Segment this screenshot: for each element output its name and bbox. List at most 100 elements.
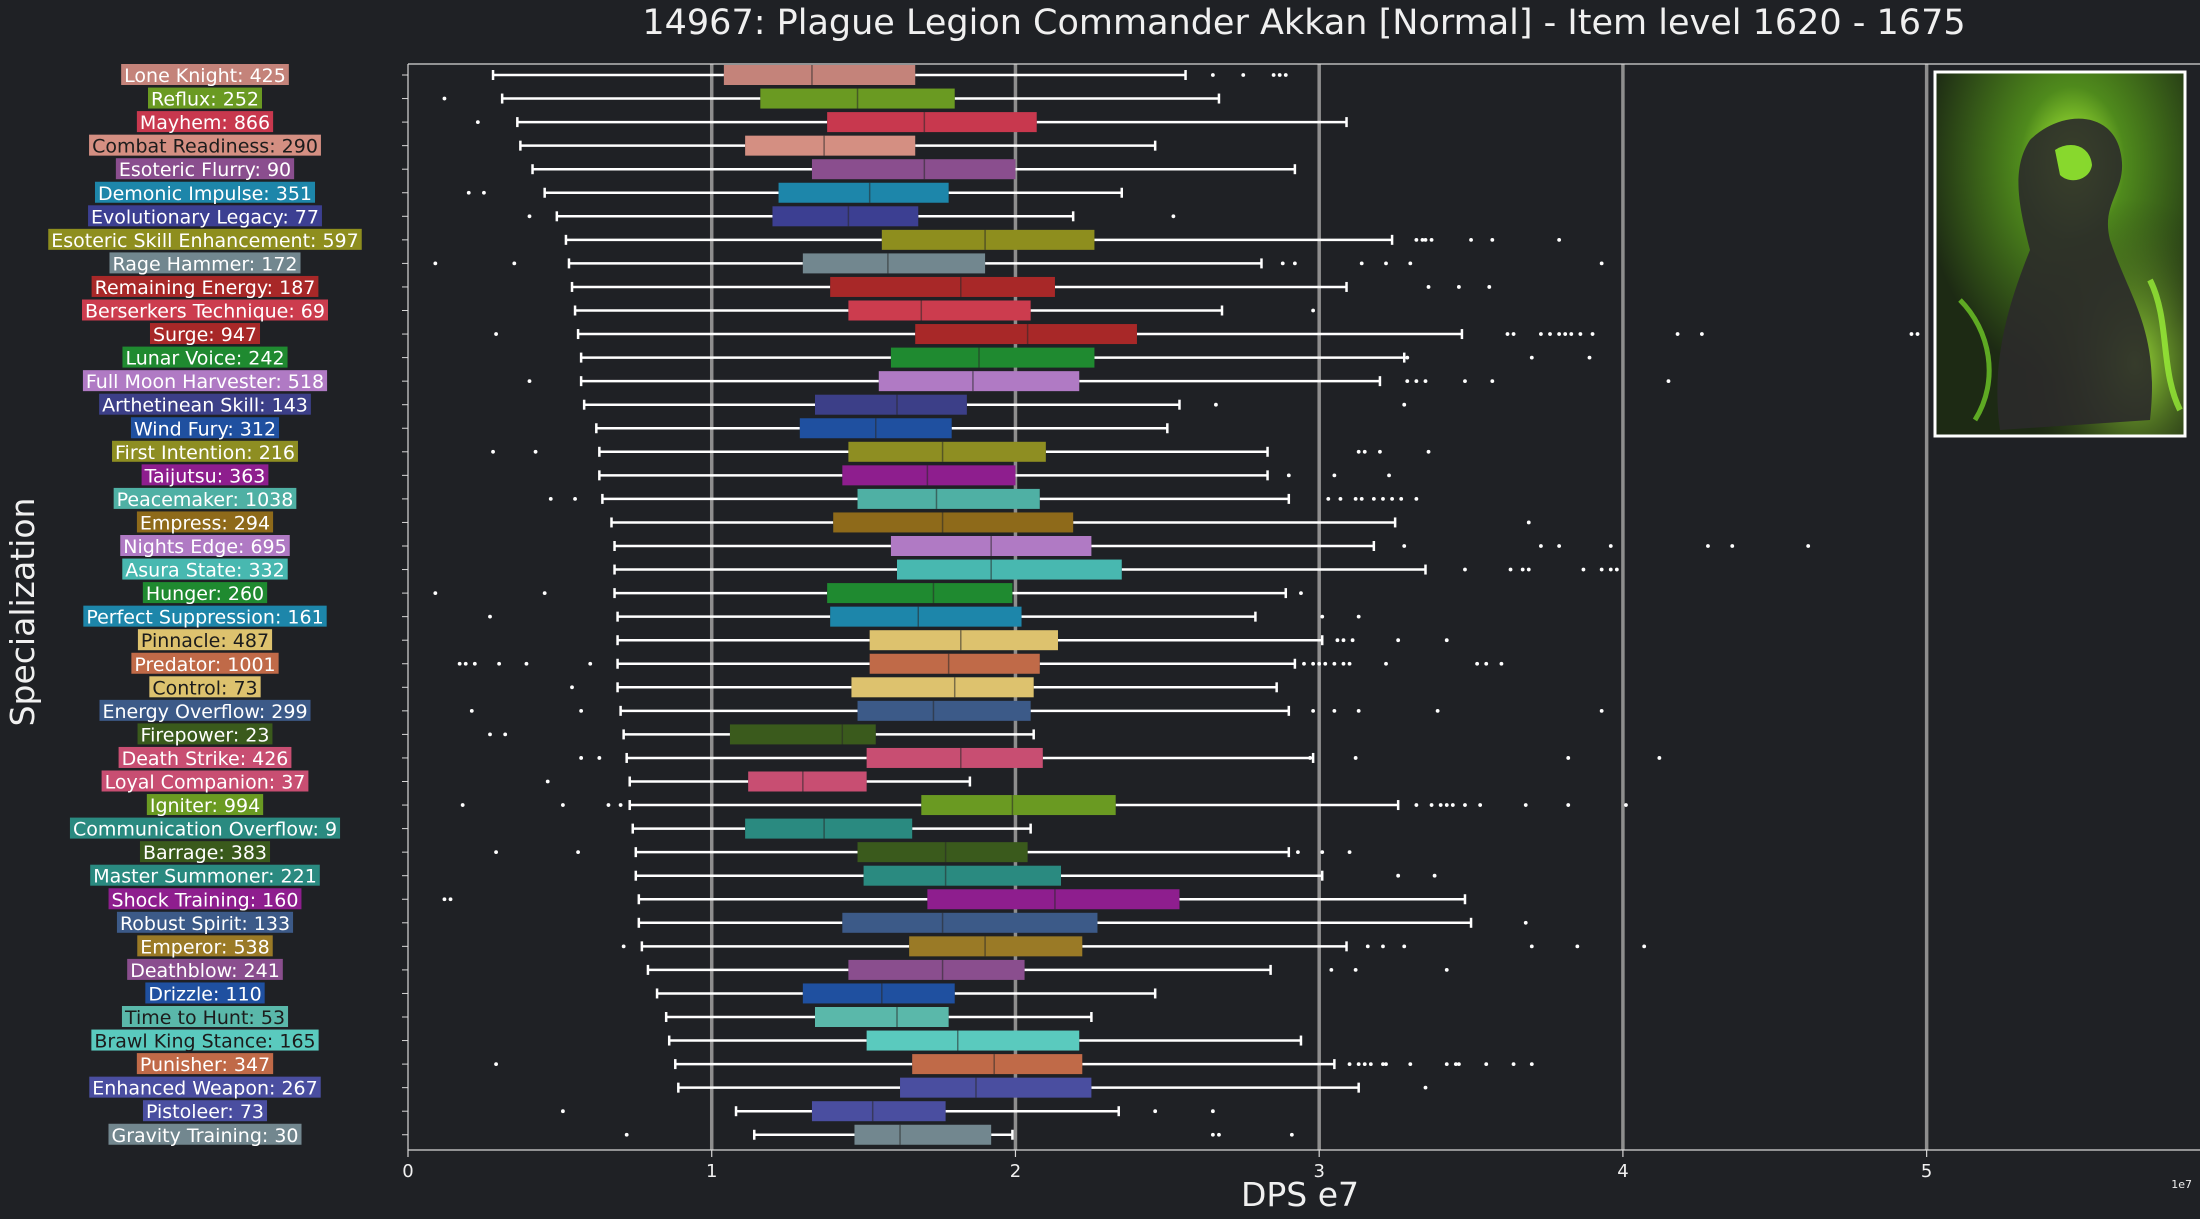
iqr-box xyxy=(921,795,1116,816)
label-text: Energy Overflow: 299 xyxy=(102,701,307,723)
category-label-43: Enhanced Weapon: 267 xyxy=(89,1076,321,1100)
outlier-point xyxy=(1384,661,1388,666)
outlier-point xyxy=(1338,497,1343,501)
box-0 xyxy=(402,65,1288,85)
label-text: Firepower: 23 xyxy=(141,724,270,746)
box-1 xyxy=(402,88,1221,109)
label-text: Emperor: 538 xyxy=(140,936,269,958)
label-background xyxy=(130,417,280,439)
iqr-box xyxy=(909,936,1083,957)
outlier-point xyxy=(545,779,550,784)
box-18 xyxy=(402,488,1419,509)
outlier-point xyxy=(1387,473,1391,478)
label-background xyxy=(89,1076,321,1098)
label-background xyxy=(116,911,294,933)
outlier-point xyxy=(1566,756,1571,760)
outlier-point xyxy=(1444,638,1449,643)
outlier-point xyxy=(1526,520,1531,525)
category-label-17: Taijutsu: 363 xyxy=(141,464,269,487)
label-text: Loyal Companion: 37 xyxy=(105,772,306,794)
outlier-point xyxy=(1526,567,1531,572)
category-label-21: Asura State: 332 xyxy=(122,558,288,582)
y-axis-label: Specialization xyxy=(3,498,42,727)
iqr-box xyxy=(830,606,1022,627)
outlier-point xyxy=(466,190,471,195)
outlier-point xyxy=(1241,73,1246,77)
outlier-point xyxy=(1356,614,1361,619)
box-23 xyxy=(402,606,1361,627)
outlier-point xyxy=(1624,803,1628,807)
outlier-point xyxy=(1359,261,1364,266)
iqr-box xyxy=(857,488,1040,509)
label-text: Barrage: 383 xyxy=(143,842,267,864)
outlier-point xyxy=(1414,497,1419,501)
label-text: Communication Overflow: 9 xyxy=(73,819,337,841)
x-tick-label-1: 1 xyxy=(706,1161,717,1182)
iqr-box xyxy=(866,747,1043,768)
outlier-point xyxy=(1614,567,1619,572)
label-background xyxy=(89,134,321,156)
outlier-point xyxy=(1311,661,1316,666)
category-label-26: Control: 73 xyxy=(149,676,261,699)
thumbnail-frame xyxy=(1933,70,2187,438)
iqr-box xyxy=(863,865,1062,886)
x-tick-label-0: 0 xyxy=(402,1161,413,1182)
box-8 xyxy=(402,253,1604,274)
outlier-point xyxy=(1484,1062,1489,1066)
iqr-box xyxy=(869,653,1040,674)
outlier-point xyxy=(1599,261,1604,266)
outlier-point xyxy=(1490,379,1495,384)
category-label-24: Pinnacle: 487 xyxy=(137,629,273,652)
label-background xyxy=(94,181,316,203)
label-background xyxy=(145,982,265,1004)
outlier-point xyxy=(1469,237,1473,242)
box-11 xyxy=(402,324,1920,345)
outlier-point xyxy=(1699,332,1704,336)
outlier-point xyxy=(1217,1132,1221,1137)
outlier-point xyxy=(457,661,462,666)
iqr-box xyxy=(857,842,1028,863)
label-text: Deathblow: 241 xyxy=(130,960,280,982)
iqr-box xyxy=(848,441,1046,462)
outlier-point xyxy=(1499,661,1504,666)
boss-thumbnail xyxy=(1933,70,2187,438)
box-38 xyxy=(402,959,1449,980)
label-text: Peacemaker: 1038 xyxy=(117,489,294,511)
box-7 xyxy=(402,229,1562,250)
outlier-point xyxy=(1299,591,1303,595)
category-label-9: Remaining Energy: 187 xyxy=(91,275,319,299)
outlier-point xyxy=(1332,708,1337,713)
box-12 xyxy=(402,347,1592,368)
box-44 xyxy=(402,1101,1215,1122)
outlier-point xyxy=(1523,803,1528,807)
box-14 xyxy=(402,394,1407,415)
label-background xyxy=(82,370,328,392)
outlier-point xyxy=(1402,944,1407,949)
outlier-point xyxy=(576,850,580,855)
iqr-box xyxy=(814,394,967,415)
outlier-point xyxy=(1320,850,1325,855)
outlier-point xyxy=(1557,237,1562,242)
outlier-point xyxy=(1429,803,1434,807)
label-background xyxy=(120,535,290,556)
outlier-point xyxy=(527,214,532,219)
label-text: Berserkers Technique: 69 xyxy=(85,301,325,323)
label-text: Demonic Impulse: 351 xyxy=(98,183,312,205)
outlier-point xyxy=(1444,1062,1449,1066)
outlier-point xyxy=(1706,544,1710,548)
iqr-box xyxy=(881,229,1095,250)
box-17 xyxy=(402,465,1391,486)
outlier-point xyxy=(1405,355,1410,360)
outlier-point xyxy=(1587,355,1592,360)
category-label-22: Hunger: 260 xyxy=(142,582,268,605)
outlier-point xyxy=(1347,661,1352,666)
iqr-box xyxy=(811,159,1016,180)
box-29 xyxy=(402,747,1662,768)
outlier-point xyxy=(1347,1062,1352,1066)
iqr-box xyxy=(827,583,1013,604)
box-32 xyxy=(402,818,1032,839)
label-background xyxy=(121,64,289,85)
iqr-box xyxy=(857,700,1031,721)
